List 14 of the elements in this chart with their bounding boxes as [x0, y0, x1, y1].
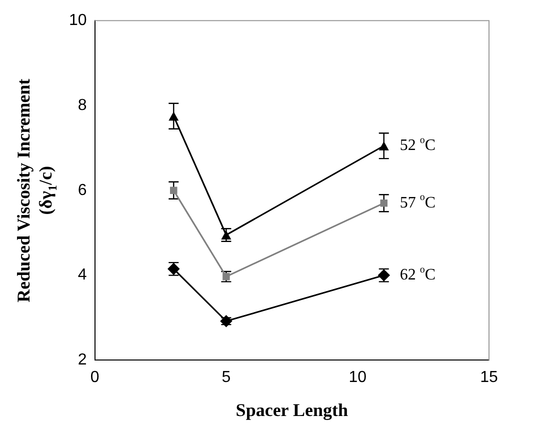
y-tick-label: 8: [78, 96, 87, 114]
y-tick-label: 10: [69, 12, 87, 30]
y-tick-label: 4: [78, 266, 87, 284]
x-axis-title: Spacer Length: [236, 400, 348, 420]
x-tick-label: 5: [222, 369, 231, 386]
point: [380, 200, 388, 207]
point: [170, 186, 178, 194]
point: [378, 141, 389, 150]
x-tick-label: 10: [348, 369, 367, 386]
y-tick-label: 6: [78, 182, 87, 199]
y-tick-label: 2: [78, 352, 87, 369]
point: [168, 112, 179, 121]
x-tick-label: 15: [480, 369, 498, 386]
x-tick-label: 0: [90, 369, 100, 386]
